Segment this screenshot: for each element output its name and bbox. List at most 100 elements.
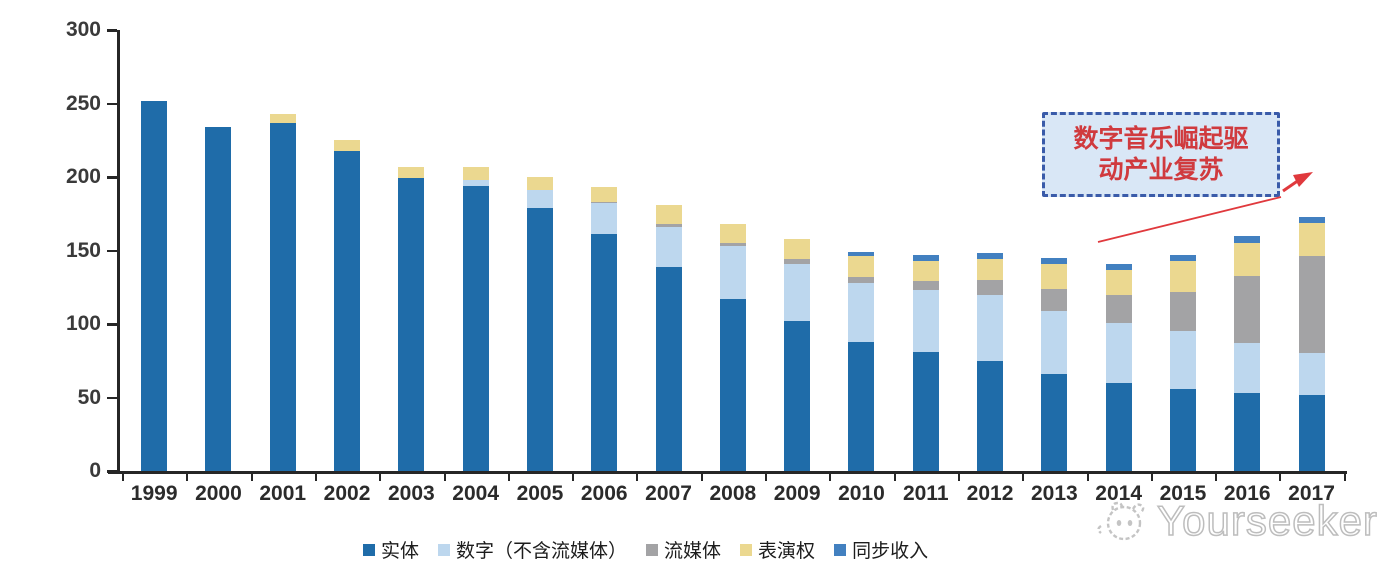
bar-segment — [784, 321, 811, 471]
bar-segment — [462, 166, 489, 180]
watermark-mascot-icon — [1097, 501, 1145, 541]
bar-segment — [1169, 331, 1196, 389]
bar-2010 — [848, 251, 875, 471]
x-tick-label: 2016 — [1223, 482, 1271, 505]
x-tick-label: 2017 — [1288, 482, 1335, 505]
x-tick-mark — [893, 474, 896, 481]
bar-2013 — [1041, 257, 1068, 471]
bar-2011 — [912, 254, 939, 471]
bar-segment — [719, 224, 746, 244]
bar-2003 — [398, 166, 425, 471]
bar-segment — [1234, 243, 1261, 276]
annotation-arrow — [1097, 172, 1313, 243]
bar-2008 — [719, 224, 746, 471]
bar-segment — [784, 238, 811, 260]
bar-segment — [848, 276, 875, 283]
x-tick-mark — [314, 474, 317, 481]
bar-segment — [784, 259, 811, 264]
x-tick-label: 2015 — [1159, 482, 1207, 505]
bar-2014 — [1105, 263, 1132, 471]
x-tick-label: 2010 — [838, 482, 885, 505]
x-tick-mark — [700, 474, 703, 481]
bar-segment — [1041, 373, 1068, 471]
legend-label: 表演权 — [758, 541, 816, 562]
bar-segment — [591, 203, 618, 235]
bar-segment — [912, 351, 939, 471]
bar-segment — [1041, 263, 1068, 289]
y-tick-mark — [107, 29, 117, 32]
bar-2012 — [977, 253, 1004, 471]
legend-item: 数字（不含流媒体） — [438, 536, 627, 563]
x-tick-mark — [636, 474, 639, 481]
x-tick-mark — [122, 474, 124, 481]
x-tick-mark — [1086, 474, 1089, 481]
bar-segment — [848, 341, 875, 471]
bar-segment — [1169, 388, 1196, 471]
bar-segment — [655, 266, 682, 471]
bar-segment — [719, 299, 746, 471]
y-tick-mark — [107, 470, 117, 473]
bar-segment — [912, 260, 939, 282]
bar-2004 — [462, 166, 489, 471]
bar-segment — [1105, 294, 1132, 323]
bar-2006 — [591, 187, 618, 471]
bar-segment — [1234, 275, 1261, 344]
y-tick-label: 300 — [65, 18, 101, 41]
bar-segment — [269, 122, 296, 471]
x-tick-mark — [765, 474, 767, 481]
x-tick-label: 2005 — [516, 482, 564, 505]
bar-2002 — [334, 140, 361, 471]
bar-segment — [398, 178, 425, 471]
legend-label: 实体 — [381, 541, 420, 562]
x-tick-label: 2003 — [387, 482, 435, 505]
x-tick-mark — [186, 474, 189, 481]
bar-segment — [1298, 256, 1325, 354]
y-axis-line — [117, 30, 120, 473]
y-tick-mark — [107, 323, 117, 326]
bar-segment — [977, 279, 1004, 295]
bar-segment — [1041, 310, 1068, 374]
x-tick-mark — [443, 474, 446, 481]
bar-segment — [334, 140, 361, 151]
y-tick-label: 50 — [77, 385, 101, 409]
legend-swatch — [834, 543, 847, 556]
bar-segment — [398, 166, 425, 179]
watermark-text: Yourseeker — [1156, 496, 1378, 545]
legend-item: 实体 — [363, 536, 419, 563]
bar-segment — [977, 360, 1004, 471]
y-tick-mark — [107, 102, 117, 105]
bar-2000 — [205, 127, 232, 471]
x-tick-mark — [1022, 474, 1025, 481]
x-tick-mark — [1150, 474, 1153, 481]
x-tick-label: 2007 — [645, 482, 692, 505]
bar-segment — [526, 207, 553, 471]
legend-label: 数字（不含流媒体） — [456, 541, 628, 562]
y-tick-label: 200 — [65, 165, 101, 188]
bar-segment — [1105, 382, 1132, 471]
x-tick-label: 2013 — [1030, 482, 1078, 505]
annotation-callout: 数字音乐崛起驱 动产业复苏 — [1042, 112, 1280, 197]
bar-segment — [141, 100, 168, 471]
y-tick-label: 100 — [65, 312, 101, 335]
y-tick-mark — [107, 396, 117, 399]
x-tick-mark — [379, 474, 382, 481]
bar-2017 — [1298, 216, 1325, 471]
x-tick-label: 2000 — [195, 482, 242, 505]
bar-segment — [848, 282, 875, 342]
bar-segment — [1234, 393, 1261, 471]
annotation-text-line2: 动产业复苏 — [1098, 156, 1224, 184]
bar-segment — [1105, 269, 1132, 295]
bar-segment — [269, 113, 296, 123]
bar-segment — [1298, 216, 1325, 223]
bar-segment — [977, 294, 1004, 361]
bar-segment — [655, 226, 682, 267]
bar-segment — [1041, 257, 1068, 264]
x-tick-label: 2011 — [902, 482, 949, 505]
legend-label: 流媒体 — [664, 541, 722, 562]
bar-2001 — [269, 113, 296, 471]
legend-swatch — [438, 543, 451, 556]
bar-segment — [1105, 263, 1132, 270]
bar-segment — [848, 251, 875, 257]
x-tick-label: 2001 — [259, 482, 307, 505]
